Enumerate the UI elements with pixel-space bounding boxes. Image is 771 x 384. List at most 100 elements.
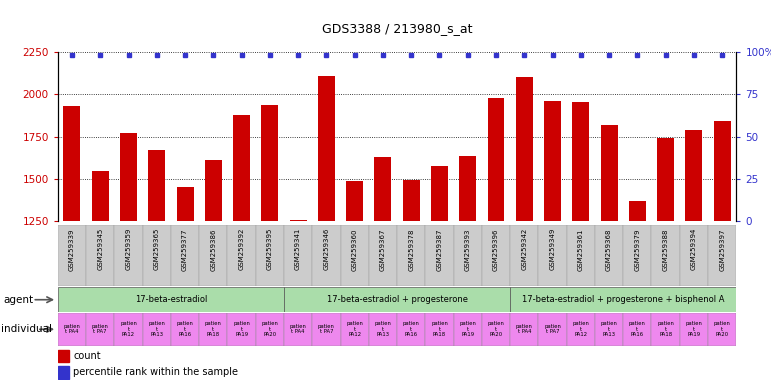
Bar [572,102,589,384]
Bar [114,225,143,286]
Text: 17-beta-estradiol + progesterone + bisphenol A: 17-beta-estradiol + progesterone + bisph… [522,295,725,304]
Bar [143,313,171,346]
Text: patien
t
PA16: patien t PA16 [629,321,646,337]
Bar [680,225,708,286]
Bar [651,313,680,346]
Bar [685,130,702,384]
Text: 17-beta-estradiol: 17-beta-estradiol [135,295,207,304]
Bar [453,225,482,286]
Bar [341,313,369,346]
Text: patien
t
PA16: patien t PA16 [402,321,419,337]
Bar [177,187,194,384]
Text: agent: agent [4,295,34,305]
Text: GSM259342: GSM259342 [521,228,527,270]
Bar [205,161,222,384]
Bar [708,313,736,346]
Bar [397,313,426,346]
Text: GSM259392: GSM259392 [238,228,244,270]
Text: GSM259394: GSM259394 [691,228,697,270]
Bar [538,225,567,286]
Text: patien
t
PA20: patien t PA20 [261,321,278,337]
Bar [63,106,80,384]
Text: patien
t
PA18: patien t PA18 [205,321,222,337]
Bar [58,313,86,346]
Bar [284,225,312,286]
Bar [567,313,595,346]
Text: GSM259377: GSM259377 [182,228,188,271]
Bar [171,225,199,286]
Bar [199,313,227,346]
Bar [227,313,256,346]
Text: GSM259345: GSM259345 [97,228,103,270]
Text: patien
t
PA12: patien t PA12 [120,321,137,337]
Bar [460,156,476,384]
Bar [284,287,510,312]
Text: patien
t
PA16: patien t PA16 [177,321,194,337]
Text: GSM259361: GSM259361 [577,228,584,271]
Text: GSM259396: GSM259396 [493,228,499,271]
Text: GSM259341: GSM259341 [295,228,301,270]
Bar [233,115,250,384]
Bar [318,76,335,384]
Bar [397,225,426,286]
Text: patien
t PA4: patien t PA4 [290,324,307,334]
Bar [426,313,453,346]
Text: patien
t
PA12: patien t PA12 [572,321,589,337]
Text: GSM259349: GSM259349 [550,228,556,270]
Bar [453,313,482,346]
Text: 17-beta-estradiol + progesterone: 17-beta-estradiol + progesterone [327,295,467,304]
Bar [544,101,561,384]
Text: GSM259368: GSM259368 [606,228,612,271]
Text: patien
t
PA12: patien t PA12 [346,321,363,337]
Bar [510,225,538,286]
Text: percentile rank within the sample: percentile rank within the sample [73,367,238,377]
Text: patien
t
PA19: patien t PA19 [233,321,250,337]
Text: GSM259387: GSM259387 [436,228,443,271]
Bar [567,225,595,286]
Bar [284,313,312,346]
Text: patien
t
PA13: patien t PA13 [601,321,618,337]
Text: GSM259346: GSM259346 [323,228,329,270]
Bar [58,287,284,312]
Bar [227,225,256,286]
Text: patien
t
PA18: patien t PA18 [657,321,674,337]
Bar [290,220,307,384]
Bar [312,313,341,346]
Bar [708,225,736,286]
Bar [629,201,646,384]
Text: GSM259339: GSM259339 [69,228,75,271]
Text: GSM259365: GSM259365 [153,228,160,270]
Bar [714,121,731,384]
Text: GSM259386: GSM259386 [210,228,217,271]
Bar [58,350,69,362]
Text: GSM259359: GSM259359 [126,228,132,270]
Bar [114,313,143,346]
Bar [538,313,567,346]
Bar [426,225,453,286]
Bar [601,125,618,384]
Text: count: count [73,351,101,361]
Bar [482,225,510,286]
Bar [58,225,86,286]
Text: patien
t PA7: patien t PA7 [544,324,561,334]
Bar [120,133,137,384]
Bar [86,225,114,286]
Text: patien
t PA4: patien t PA4 [516,324,533,334]
Bar [346,180,363,384]
Bar [58,366,69,379]
Bar [312,225,341,286]
Bar [516,77,533,384]
Bar [623,225,651,286]
Text: patien
t PA7: patien t PA7 [318,324,335,334]
Text: patien
t PA7: patien t PA7 [92,324,109,334]
Bar [148,150,165,384]
Bar [199,225,227,286]
Text: GSM259379: GSM259379 [635,228,641,271]
Text: GSM259360: GSM259360 [352,228,358,271]
Bar [375,157,392,384]
Text: GSM259367: GSM259367 [380,228,386,271]
Bar [341,225,369,286]
Text: individual: individual [1,324,52,334]
Text: GSM259397: GSM259397 [719,228,726,271]
Bar [369,225,397,286]
